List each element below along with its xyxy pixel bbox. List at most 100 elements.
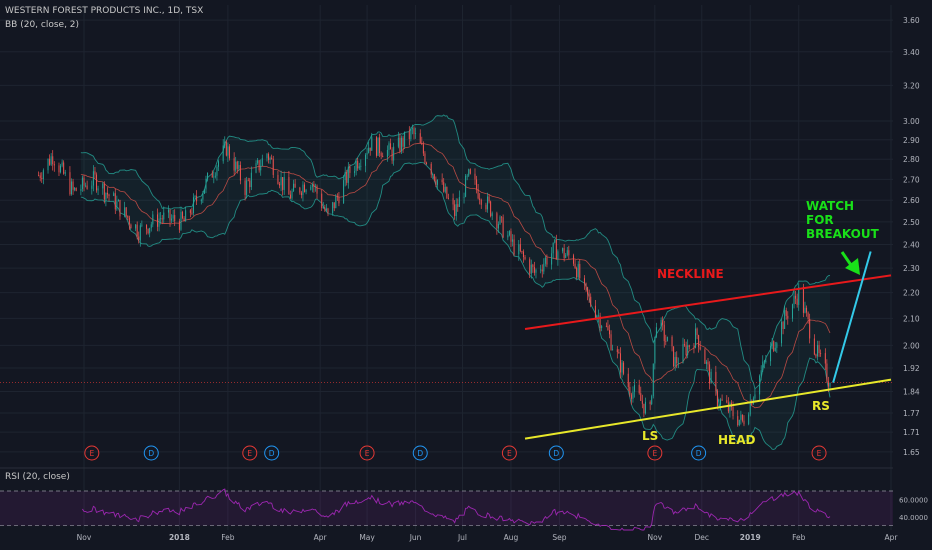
candle-body: [180, 211, 182, 230]
candle-body: [203, 189, 205, 194]
candle-body: [623, 362, 625, 374]
candle-body: [629, 387, 631, 395]
x-tick-label: May: [359, 533, 375, 542]
candle-body: [152, 214, 154, 225]
candle-body: [796, 298, 798, 305]
candle-body: [710, 371, 712, 384]
candle-body: [344, 171, 346, 181]
earnings-marker[interactable]: [647, 445, 663, 461]
candle-body: [627, 373, 629, 388]
candle-body: [124, 207, 126, 217]
candle-body: [119, 199, 121, 217]
candle-body: [501, 216, 503, 218]
candle-body: [618, 352, 620, 354]
candle-body: [715, 371, 717, 391]
candle-body: [128, 217, 130, 225]
dividend-marker[interactable]: [264, 445, 280, 461]
candle-body: [200, 199, 202, 202]
candle-body: [555, 240, 557, 260]
y-tick-label: 3.60: [903, 16, 920, 25]
dividend-marker[interactable]: [691, 445, 707, 461]
price-scale-panel: [893, 0, 932, 550]
candle-body: [105, 192, 107, 200]
candle-body: [246, 180, 248, 195]
candle-body: [368, 147, 370, 153]
candle-body: [70, 181, 72, 195]
candle-body: [599, 315, 601, 329]
candle-body: [268, 154, 270, 160]
neckline-trendline[interactable]: [524, 274, 892, 331]
earnings-marker[interactable]: [242, 445, 258, 461]
breakout-trendline[interactable]: [832, 251, 872, 383]
candle-body: [355, 160, 357, 172]
candle-body: [621, 362, 623, 373]
candle-body: [216, 166, 218, 176]
support-trendline[interactable]: [524, 378, 892, 440]
candle-body: [430, 163, 432, 175]
y-tick-label: 1.65: [903, 448, 920, 457]
candle-body: [563, 248, 565, 258]
candle-body: [41, 177, 43, 179]
dividend-marker[interactable]: [143, 445, 159, 461]
candle-body: [765, 361, 767, 363]
candle-body: [524, 256, 526, 260]
candle-body: [39, 175, 41, 178]
candle-body: [366, 152, 368, 155]
candle-body: [271, 157, 273, 160]
candle-body: [540, 269, 542, 271]
candle-body: [699, 347, 701, 350]
candle-body: [218, 161, 219, 167]
earnings-marker[interactable]: [84, 445, 100, 461]
candle-body: [321, 193, 323, 209]
earnings-marker[interactable]: [501, 445, 517, 461]
candle-body: [282, 177, 284, 190]
candle-body: [299, 187, 301, 193]
candle-body: [386, 149, 388, 158]
candle-body: [479, 198, 481, 200]
candle-body: [94, 171, 96, 175]
bollinger-upper-band: [80, 114, 831, 390]
candle-body: [300, 192, 302, 196]
candle-body: [807, 312, 809, 319]
y-tick-label: 2.60: [903, 196, 920, 205]
candle-body: [802, 286, 804, 313]
candle-body: [687, 345, 689, 356]
candle-body: [63, 162, 65, 174]
candle-body: [632, 391, 634, 399]
candle-body: [674, 357, 676, 367]
candle-body: [61, 162, 63, 166]
candle-body: [390, 143, 392, 150]
earnings-marker[interactable]: [359, 445, 375, 461]
candle-body: [795, 295, 797, 299]
candle-body: [69, 172, 71, 195]
candle-body: [174, 215, 176, 222]
event-marker-label: D: [696, 449, 702, 458]
candle-body: [91, 185, 93, 189]
dividend-marker[interactable]: [412, 445, 428, 461]
candle-body: [302, 184, 304, 196]
candle-body: [532, 264, 534, 268]
dividend-marker[interactable]: [548, 445, 564, 461]
candle-body: [682, 344, 684, 363]
event-marker-label: D: [148, 449, 154, 458]
candle-body: [436, 179, 438, 185]
candle-body: [444, 186, 446, 192]
candle-body: [171, 218, 173, 221]
candle-body: [86, 185, 88, 189]
candle-body: [546, 257, 548, 265]
x-tick-label: Dec: [695, 533, 710, 542]
candle-body: [106, 192, 108, 195]
candle-body: [554, 240, 556, 243]
candle-body: [167, 209, 169, 213]
candle-body: [150, 224, 152, 228]
candle-body: [163, 212, 165, 220]
candle-body: [740, 414, 742, 420]
candle-body: [255, 163, 257, 173]
y-tick-label: 1.71: [903, 428, 920, 437]
bollinger-lower-band: [80, 161, 831, 450]
candle-body: [583, 278, 585, 284]
earnings-marker[interactable]: [811, 445, 827, 461]
candle-body: [815, 354, 817, 357]
candle-body: [338, 197, 340, 204]
